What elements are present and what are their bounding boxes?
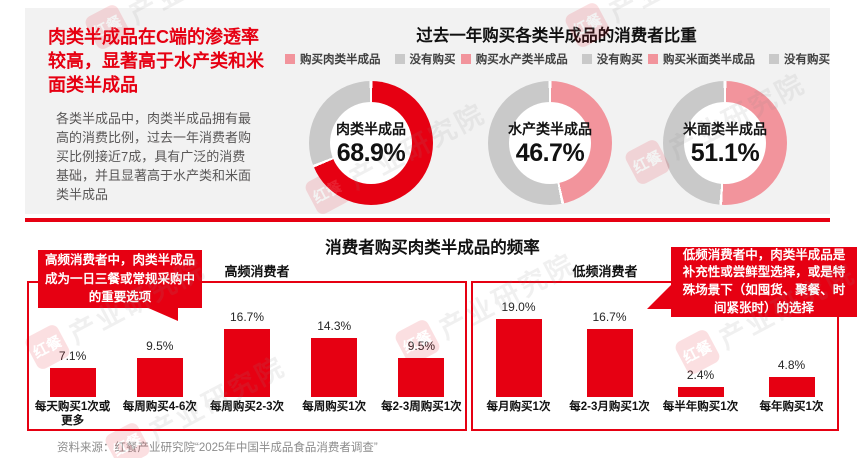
legend-group-rice-noodle: 购买米面类半成品 没有购买	[648, 51, 830, 67]
category-label: 每月购买1次	[486, 401, 551, 413]
category-label: 每半年购买1次	[662, 401, 739, 413]
bar-column: 7.1%	[29, 283, 116, 397]
bar	[136, 358, 183, 397]
bar	[311, 338, 358, 397]
legend-item: 没有购买	[581, 51, 643, 67]
legend-label: 没有购买	[409, 54, 456, 66]
category-label: 每年购买1次	[759, 401, 824, 413]
category-label: 每天购买1次或更多	[34, 401, 111, 428]
bar	[495, 319, 542, 397]
bar-column: 16.7%	[564, 283, 655, 397]
category-label: 每周购买1次	[302, 401, 367, 413]
intro-body-text: 各类半成品中，肉类半成品拥有最高的消费比例，过去一年消费者购买比例接近7成，具有…	[56, 111, 252, 203]
donut-hole	[330, 102, 412, 184]
bar	[49, 367, 96, 397]
source-note: 资料来源：红餐产业研究院“2025年中国半成品食品消费者调查”	[57, 442, 378, 454]
bar	[224, 328, 270, 397]
category-label: 每2-3周购买1次	[381, 401, 462, 413]
donut-category-name: 肉类半成品	[336, 120, 406, 137]
bar	[586, 328, 633, 397]
donut-hole	[509, 102, 591, 184]
red-divider	[25, 218, 830, 222]
donut-center-label: 水产类半成品 46.7%	[488, 81, 612, 205]
donut-chart-title: 过去一年购买各类半成品的消费者比重	[416, 27, 697, 45]
legend-label: 购买米面类半成品	[663, 54, 755, 66]
bar-value-label: 9.5%	[407, 339, 436, 354]
donut-chart-seafood: 水产类半成品 46.7%	[488, 81, 612, 205]
bar-value-label: 16.7%	[229, 309, 265, 324]
donut-chart-meat: 肉类半成品 68.9%	[309, 81, 433, 205]
bar-column: 14.3%	[291, 283, 378, 397]
bar	[768, 377, 815, 397]
bar-column: 9.5%	[116, 283, 203, 397]
legend-item: 没有购买	[769, 51, 830, 67]
frequency-chart-title: 消费者购买肉类半成品的频率	[325, 239, 540, 257]
bar-column: 19.0%	[473, 283, 564, 397]
high-frequency-group-label: 高频消费者	[224, 264, 290, 279]
legend-swatch-icon	[394, 54, 405, 64]
bar-value-label: 2.4%	[686, 368, 715, 383]
legend-label: 没有购买	[784, 54, 830, 66]
intro-heading: 肉类半成品在C端的渗透率较高，显著高于水产类和米面类半成品	[48, 27, 264, 95]
category-labels-row: 每天购买1次或更多 每周购买4-6次 每周购买2-3次 每周购买1次 每2-3周…	[29, 400, 465, 429]
donut-category-name: 米面类半成品	[683, 120, 767, 137]
high-frequency-callout: 高频消费者中，肉类半成品成为一日三餐或常规采购中的重要选项	[38, 250, 202, 321]
bar-value-label: 19.0%	[501, 300, 536, 315]
legend-label: 购买肉类半成品	[300, 54, 381, 66]
legend-swatch-icon	[648, 54, 658, 64]
category-label: 每2-3月购买1次	[569, 401, 650, 413]
bar-value-label: 4.8%	[777, 358, 806, 373]
donut-legend: 购买肉类半成品 没有购买 购买水产类半成品 没有购买	[285, 51, 830, 67]
legend-item: 购买米面类半成品	[648, 51, 755, 67]
legend-swatch-icon	[769, 54, 779, 64]
bar-value-label: 9.5%	[146, 339, 174, 354]
bar-value-label: 14.3%	[317, 319, 352, 334]
legend-item: 没有购买	[394, 51, 456, 67]
legend-swatch-icon	[581, 54, 592, 64]
bar	[677, 387, 724, 397]
legend-swatch-icon	[460, 54, 471, 64]
bar-column: 4.8%	[746, 283, 837, 397]
legend-item: 购买水产类半成品	[460, 51, 568, 67]
donut-percentage: 51.1%	[690, 138, 760, 167]
top-panel: 肉类半成品在C端的渗透率较高，显著高于水产类和米面类半成品 各类半成品中，肉类半…	[25, 8, 830, 214]
legend-swatch-icon	[285, 54, 295, 64]
bars-row: 19.0% 16.7% 2.4% 4.8%	[473, 283, 837, 397]
bars-row: 7.1% 9.5% 16.7% 14.3% 9.5%	[29, 283, 465, 397]
bar-column: 16.7%	[203, 283, 290, 397]
bar-value-label: 16.7%	[592, 309, 627, 324]
legend-item: 购买肉类半成品	[285, 51, 381, 67]
donut-percentage: 46.7%	[515, 138, 585, 167]
callout-text: 高频消费者中，肉类半成品成为一日三餐或常规采购中的重要选项	[44, 252, 195, 305]
bar-value-label: 7.1%	[58, 348, 87, 363]
legend-group-seafood: 购买水产类半成品 没有购买	[460, 51, 643, 67]
high-frequency-bar-chart: 7.1% 9.5% 16.7% 14.3% 9.5% 每天购买1次或更多 每	[27, 281, 467, 431]
low-frequency-callout: 低频消费者中，肉类半成品是补充性或尝鲜型选择，或是特殊场景下（如囤货、聚餐、时间…	[647, 247, 857, 317]
donut-hole	[684, 102, 766, 184]
donut-category-name: 水产类半成品	[508, 120, 592, 137]
donut-chart-rice-noodle: 米面类半成品 51.1%	[663, 81, 787, 205]
callout-text: 低频消费者中，肉类半成品是补充性或尝鲜型选择，或是特殊场景下（如囤货、聚餐、时间…	[682, 247, 846, 315]
category-labels-row: 每月购买1次 每2-3月购买1次 每半年购买1次 每年购买1次	[473, 400, 837, 414]
low-frequency-group-label: 低频消费者	[572, 264, 638, 279]
category-label: 每周购买2-3次	[209, 401, 285, 413]
bar-column: 2.4%	[655, 283, 746, 397]
legend-label: 购买水产类半成品	[475, 54, 568, 66]
donut-center-label: 肉类半成品 68.9%	[309, 81, 433, 205]
legend-label: 没有购买	[596, 54, 643, 66]
category-label: 每周购买4-6次	[122, 401, 197, 413]
legend-group-meat: 购买肉类半成品 没有购买	[285, 51, 456, 67]
bar-column: 9.5%	[378, 283, 465, 397]
donut-percentage: 68.9%	[336, 138, 406, 167]
donut-center-label: 米面类半成品 51.1%	[663, 81, 787, 205]
bar	[398, 358, 445, 397]
